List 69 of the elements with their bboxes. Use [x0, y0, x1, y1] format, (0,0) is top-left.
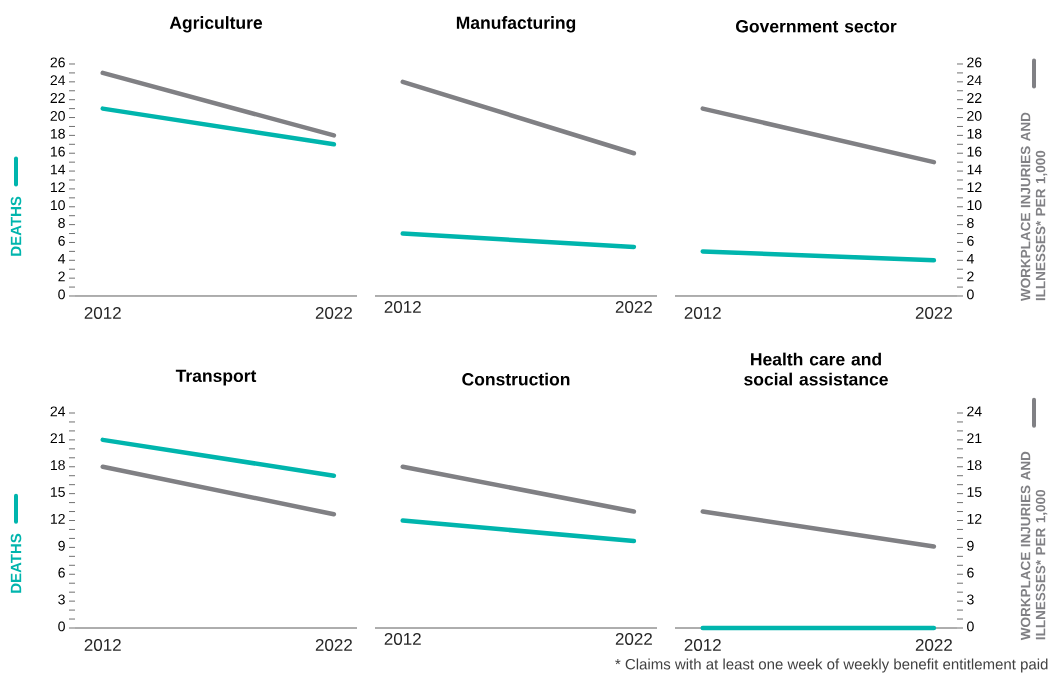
x-tick-label: 2012 — [384, 300, 421, 313]
y-tick-label: 12 — [967, 513, 982, 524]
x-tick-label: 2022 — [915, 638, 952, 651]
x-tick-label: 2012 — [684, 638, 721, 651]
y-tick-label: 3 — [58, 594, 65, 605]
y-axis-title: DEATHS — [10, 533, 22, 593]
y-tick-label: 18 — [967, 128, 982, 139]
y-tick-label: 16 — [967, 146, 982, 157]
y-tick-label: 26 — [967, 57, 982, 68]
y-axis-title: DEATHS — [10, 196, 22, 256]
y-tick-label: 22 — [967, 93, 982, 103]
y-tick-label: 18 — [50, 128, 65, 139]
y-tick-label: 15 — [967, 487, 982, 497]
y-tick-label: 14 — [967, 164, 982, 175]
y-tick-label: 21 — [50, 433, 65, 444]
y-tick-label: 2 — [967, 271, 974, 282]
y-tick-label: 16 — [50, 146, 65, 157]
y-tick-label: 24 — [967, 406, 982, 417]
x-tick-label: 2012 — [84, 306, 121, 319]
x-tick-label: 2012 — [84, 638, 121, 651]
y-tick-label: 0 — [967, 621, 974, 632]
y-tick-label: 24 — [50, 75, 66, 86]
x-tick-label: 2012 — [384, 632, 421, 645]
y-tick-label: 26 — [50, 57, 65, 68]
y-tick-label: 18 — [967, 460, 982, 471]
chart-title: Agriculture — [169, 16, 263, 33]
chart-title: Manufacturing — [456, 16, 576, 33]
y-tick-label: 24 — [50, 406, 66, 417]
y2-axis-title: WORKPLACE INJURIES AND ILLNESSES* PER 1,000 — [1020, 451, 1048, 641]
y-tick-label: 9 — [58, 540, 65, 551]
x-tick-label: 2012 — [684, 306, 721, 319]
y-tick-label: 6 — [58, 567, 65, 578]
chart-title: Government sector — [736, 20, 897, 33]
chart-title: Health care and social assistance — [744, 352, 888, 386]
y-tick-label: 9 — [967, 540, 974, 551]
text: * Claims with at least one week of weekly benefit entitlement paid — [615, 658, 1048, 673]
y-tick-label: 6 — [967, 235, 974, 246]
y-tick-label: 12 — [50, 513, 65, 524]
x-tick-label: 2022 — [615, 300, 652, 313]
y-tick-label: 21 — [967, 433, 982, 444]
chart-title: Construction — [462, 372, 570, 386]
y-tick-label: 0 — [58, 621, 65, 632]
y-tick-label: 14 — [50, 164, 66, 175]
y-tick-label: 12 — [50, 182, 65, 193]
y-tick-label: 0 — [967, 289, 974, 300]
y-tick-label: 4 — [58, 253, 66, 264]
y-tick-label: 6 — [967, 567, 974, 578]
y-tick-label: 8 — [967, 218, 974, 228]
y-tick-label: 2 — [58, 271, 65, 282]
y-tick-label: 0 — [58, 289, 65, 300]
y-tick-label: 10 — [967, 200, 982, 211]
y-tick-label: 4 — [966, 253, 974, 264]
x-tick-label: 2022 — [315, 638, 352, 651]
y-tick-label: 8 — [58, 218, 65, 228]
x-tick-label: 2022 — [615, 632, 652, 645]
y-tick-label: 3 — [967, 594, 974, 605]
y-tick-label: 12 — [967, 182, 982, 193]
y-tick-label: 18 — [50, 460, 65, 471]
y-tick-label: 22 — [50, 93, 65, 103]
chart-title: Transport — [175, 369, 257, 386]
y-tick-label: 20 — [967, 110, 982, 121]
y-tick-label: 15 — [50, 487, 65, 497]
x-tick-label: 2022 — [315, 306, 352, 319]
x-tick-label: 2022 — [915, 306, 952, 319]
y-tick-label: 24 — [967, 75, 982, 86]
y-tick-label: 6 — [58, 235, 65, 246]
y-tick-label: 20 — [50, 110, 65, 121]
y2-axis-title: WORKPLACE INJURIES AND ILLNESSES* PER 1,000 — [1020, 112, 1048, 302]
y-tick-label: 10 — [50, 200, 65, 211]
